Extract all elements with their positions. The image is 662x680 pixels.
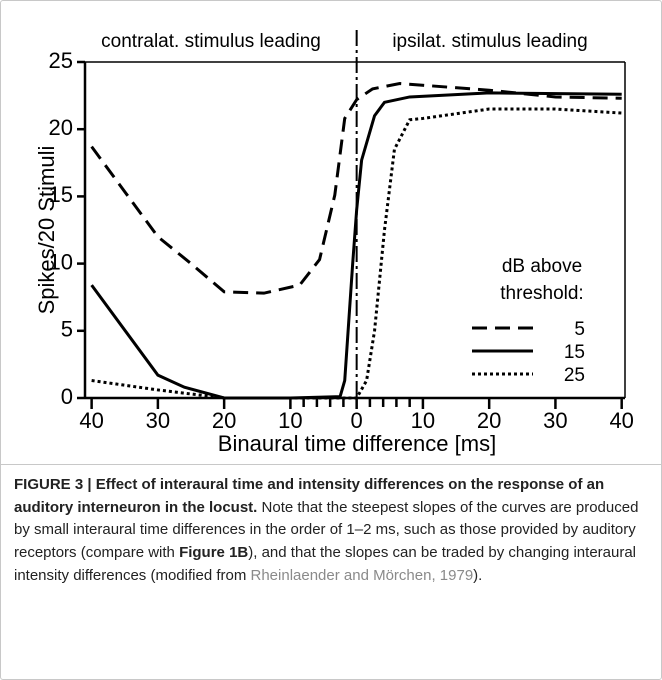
y-axis-label: Spikes/20 Stimuli: [34, 146, 59, 315]
y-tick-label: 25: [49, 48, 73, 73]
x-tick-label: 30: [543, 408, 567, 433]
caption: FIGURE 3 | Effect of interaural time and…: [14, 474, 650, 588]
x-tick-label: 30: [146, 408, 170, 433]
caption-label: FIGURE 3 | Effect of interaural time and…: [14, 476, 605, 516]
x-tick-label: 40: [79, 408, 103, 433]
y-tick-label: 5: [61, 317, 73, 342]
curve: [91, 107, 622, 400]
legend-label: 5: [574, 319, 585, 340]
x-tick-label: 40: [609, 408, 633, 433]
curve: [90, 81, 622, 295]
caption-text: ), and that the slopes can be traded by …: [14, 544, 637, 584]
legend-title: dB above: [502, 256, 582, 277]
x-tick-label: 10: [278, 408, 302, 433]
x-tick-label: 20: [212, 408, 236, 433]
y-tick-label: 0: [61, 384, 73, 409]
caption-text: Note that the steepest slopes of the cur…: [14, 498, 639, 562]
caption-text: ).: [473, 566, 483, 584]
x-tick-label: 10: [411, 408, 435, 433]
x-axis-label: Binaural time difference [ms]: [218, 431, 496, 456]
y-tick-label: 15: [49, 182, 73, 207]
citation: Rheinlaender and Mörchen, 1979: [250, 566, 474, 584]
y-tick-label: 10: [49, 249, 73, 274]
annotation: ipsilat. stimulus leading: [392, 31, 587, 52]
legend-label: 15: [564, 342, 585, 363]
legend-title: threshold:: [500, 283, 583, 304]
x-tick-label: 20: [477, 408, 501, 433]
separator: [1, 464, 661, 465]
annotation: contralat. stimulus leading: [101, 31, 321, 52]
curve: [90, 91, 622, 400]
chart: 0 5 10 15 20 25 40 30 20 10 0 10 20 30 40 contralat. st…: [34, 30, 634, 456]
y-tick-label: 20: [49, 115, 73, 140]
figure-ref: Figure 1B: [179, 544, 249, 562]
x-tick-label: 0: [351, 408, 363, 433]
legend-label: 25: [564, 365, 585, 386]
